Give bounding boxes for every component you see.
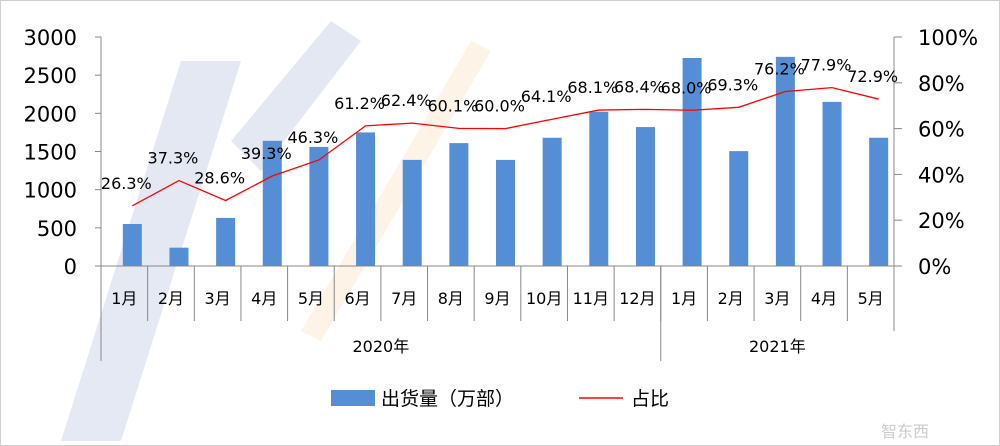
category-label: 2月 [158,289,184,308]
bar [169,247,189,266]
category-label: 4月 [811,289,837,308]
right-tick-label: 60% [918,118,965,142]
bar [262,140,282,266]
bar [635,127,655,266]
category-label: 11月 [573,289,609,308]
bar [496,159,515,266]
legend-line-label: 占比 [631,388,669,410]
legend: 出货量（万部） 占比 [331,388,669,410]
category-label: 4月 [251,289,277,308]
share-line [132,86,879,207]
category-label: 3月 [205,289,231,308]
data-label: 39.3% [241,144,292,163]
bar [542,137,562,266]
category-label: 5月 [858,289,884,308]
legend-bar-swatch [331,390,375,406]
data-label: 72.9% [847,67,898,86]
bar [216,217,236,266]
data-label: 68.0% [661,78,712,97]
bar [729,151,749,266]
data-label: 68.1% [567,78,618,97]
category-label: 5月 [298,289,324,308]
data-label: 68.4% [614,77,665,96]
right-tick-label: 0% [918,255,951,279]
right-tick-label: 20% [918,209,965,233]
category-label: 3月 [764,289,790,308]
right-tick-label: 40% [918,163,965,187]
category-label: 10月 [526,289,562,308]
data-label: 69.3% [707,75,758,94]
category-label: 8月 [438,289,464,308]
category-label: 7月 [391,289,417,308]
bar [122,224,142,266]
bar [775,56,795,267]
data-label: 62.4% [381,91,432,110]
left-tick-label: 2500 [24,64,77,88]
left-tick-label: 1500 [24,141,77,165]
bar [309,146,329,266]
left-tick-label: 3000 [24,26,77,50]
data-label: 64.1% [521,87,572,106]
bar [869,137,889,266]
data-label: 28.6% [194,169,245,188]
bar [402,159,422,266]
bar [449,143,469,266]
data-label: 76.2% [754,60,805,79]
bar [356,132,376,266]
left-tick-label: 0 [64,255,77,279]
group-label: 2020年 [353,337,410,356]
left-tick-label: 500 [37,217,77,241]
right-tick-label: 80% [918,72,965,96]
data-label: 37.3% [148,149,199,168]
category-label: 1月 [671,289,697,308]
data-label: 77.9% [801,56,852,75]
category-label: 12月 [619,289,655,308]
data-label: 60.1% [427,96,478,115]
category-label: 9月 [484,289,510,308]
data-label: 26.3% [101,174,152,193]
group-label: 2021年 [749,337,806,356]
bar [589,111,609,266]
legend-bar-label: 出货量（万部） [381,388,514,410]
left-tick-label: 2000 [24,102,77,126]
bar [822,101,842,266]
category-label: 2月 [718,289,744,308]
category-label: 1月 [111,289,137,308]
watermark-logo: 智东西 [881,422,929,441]
category-label: 6月 [344,289,370,308]
data-label: 46.3% [287,128,338,147]
data-label: 60.0% [474,97,525,116]
left-tick-label: 1000 [24,179,77,203]
data-label: 61.2% [334,94,385,113]
right-tick-label: 100% [918,26,978,50]
